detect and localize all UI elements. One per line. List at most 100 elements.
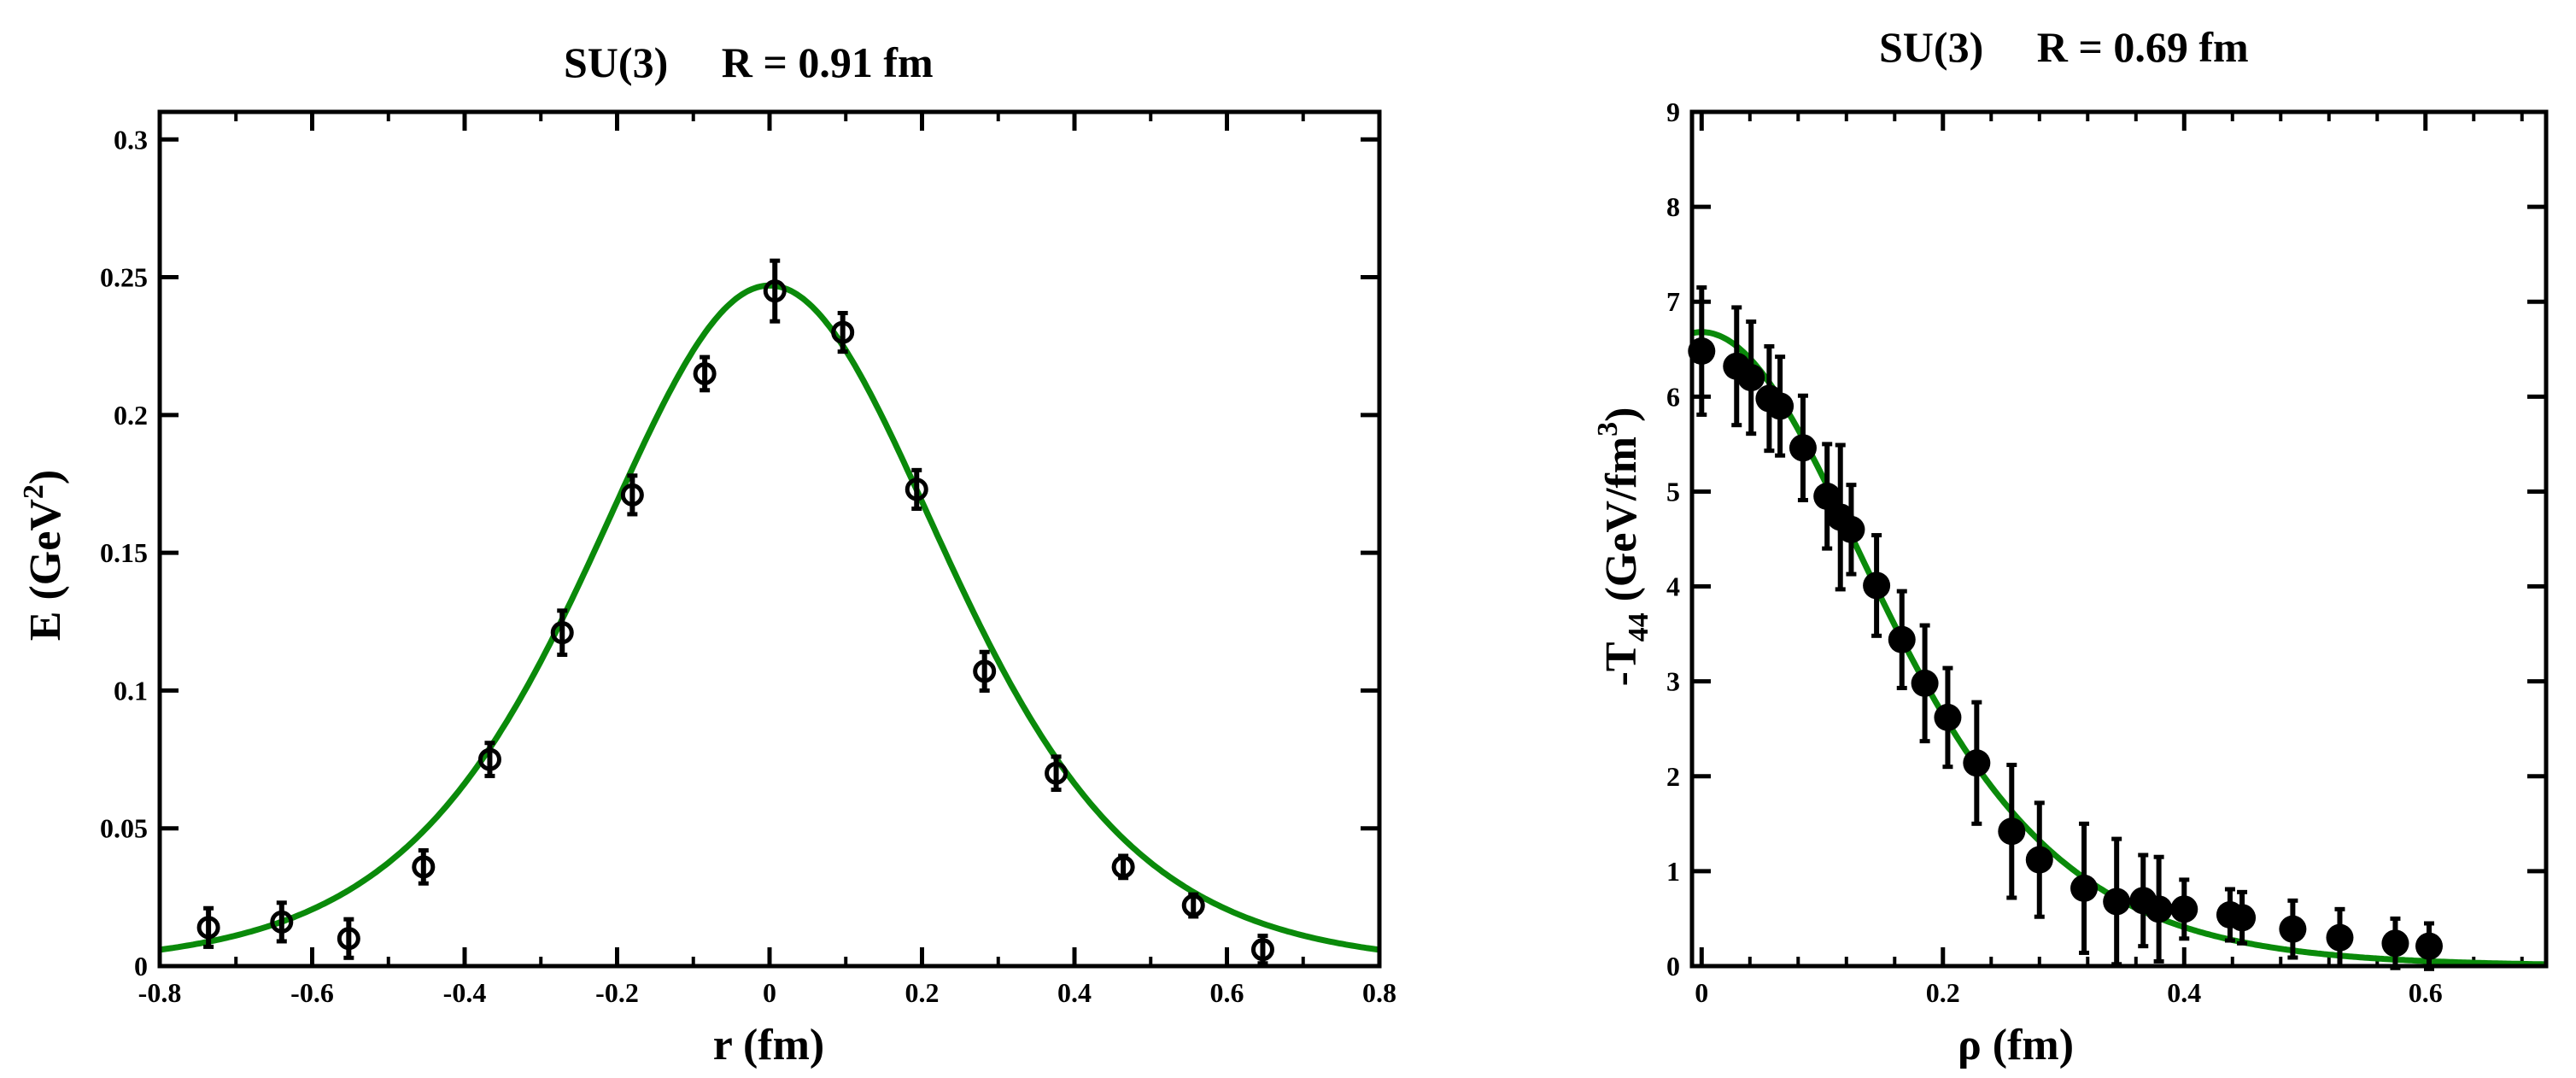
left-x-tick-label: -0.4: [443, 977, 487, 1008]
right-y-tick-label: 4: [1666, 571, 1680, 602]
left-title-su3: SU(3): [564, 38, 668, 86]
left-open-circle-marker: [905, 477, 928, 501]
right-data-point: [2070, 821, 2099, 955]
right-filled-circle-marker: [2326, 923, 2354, 952]
right-x-axis-label: ρ (fm): [1958, 1021, 2074, 1069]
right-data-point: [2279, 898, 2307, 960]
left-x-tick-label: 0.6: [1210, 977, 1244, 1008]
left-marks: [159, 258, 1380, 966]
right-data-point: [1998, 762, 2026, 900]
left-ticks: -0.8 -0.6 -0.4 -0.2 0 0.2 0.4 0.6 0.8 0 0.05 0.1 0.1…: [100, 112, 1396, 1008]
left-data-point: [905, 467, 928, 512]
left-x-axis-label: r (fm): [713, 1021, 824, 1069]
right-y-label-sub: 44: [1623, 612, 1654, 642]
left-data-point: [620, 473, 644, 517]
left-open-circle-marker: [196, 916, 220, 940]
left-y-tick-label: 0: [134, 951, 148, 981]
left-open-circle-marker: [550, 621, 574, 645]
right-filled-circle-marker: [1863, 571, 1891, 600]
right-y-tick-label: 0: [1666, 951, 1680, 981]
right-title-group: SU(3) R = 0.69 fm: [1879, 23, 2249, 71]
left-open-circle-marker: [337, 927, 360, 951]
left-title-group: SU(3) R = 0.91 fm: [564, 38, 934, 86]
right-y-tick-label: 8: [1666, 191, 1680, 222]
right-filled-circle-marker: [1688, 337, 1716, 365]
left-open-circle-marker: [270, 910, 294, 934]
right-filled-circle-marker: [1737, 364, 1765, 392]
right-data-point: [1737, 319, 1765, 436]
left-fit-curve: [159, 282, 1380, 953]
left-open-circle-marker: [1181, 893, 1205, 917]
left-x-tick-label: 0.4: [1057, 977, 1092, 1008]
right-filled-circle-marker: [1813, 483, 1841, 510]
right-data-point: [1863, 533, 1891, 638]
left-y-tick-label: 0.25: [100, 262, 148, 293]
left-data-point: [270, 900, 294, 944]
right-y-label-text: -T: [1597, 642, 1646, 686]
left-open-circle-marker: [412, 855, 436, 879]
right-filled-circle-marker: [1888, 625, 1916, 653]
left-data-point: [477, 741, 501, 778]
right-data-point: [1688, 285, 1716, 417]
left-data-point: [550, 608, 574, 657]
right-data-point: [2025, 800, 2053, 919]
left-data-point: [693, 354, 717, 393]
right-marks: [1688, 285, 2546, 971]
left-open-circle-marker: [831, 320, 855, 344]
right-filled-circle-marker: [1963, 749, 1991, 777]
right-y-label-sup: 3: [1592, 422, 1624, 436]
right-data-point: [2103, 836, 2131, 967]
right-data-point: [2170, 877, 2198, 941]
left-plot-frame: [157, 109, 1382, 969]
right-title-radius: R = 0.69 fm: [2037, 23, 2249, 71]
left-x-tick-label: 0.8: [1362, 977, 1396, 1008]
left-x-tick-label: 0: [763, 977, 776, 1008]
left-data-point: [831, 310, 855, 354]
right-filled-circle-marker: [2170, 895, 2198, 923]
right-y-label-rest: (GeV/fm: [1597, 436, 1646, 612]
left-y-tick-label: 0.3: [114, 124, 148, 155]
left-y-tick-label: 0.2: [114, 400, 148, 431]
right-filled-circle-marker: [1934, 703, 1962, 731]
left-open-circle-marker: [477, 747, 501, 771]
left-y-axis-label: E (GeV2): [18, 470, 70, 641]
left-data-point: [973, 649, 997, 693]
left-data-point: [412, 848, 436, 886]
right-plot-frame: [1689, 109, 2549, 969]
right-y-tick-label: 7: [1666, 286, 1680, 317]
left-title-radius: R = 0.91 fm: [722, 38, 934, 86]
right-data-point: [2145, 854, 2173, 964]
left-open-circle-marker: [1111, 855, 1135, 879]
right-data-point: [1911, 623, 1939, 744]
right-data-point: [2228, 889, 2257, 946]
right-data-point: [2415, 921, 2443, 971]
right-title-su3: SU(3): [1879, 23, 1983, 71]
right-y-tick-label: 2: [1666, 761, 1680, 792]
left-y-tick-label: 0.05: [100, 813, 148, 844]
left-panel: SU(3) R = 0.91 fm r (fm) E (GeV2) -0.8 -0…: [18, 38, 1396, 1069]
right-data-point: [1813, 442, 1841, 551]
left-open-circle-marker: [763, 279, 787, 303]
right-y-axis-label: -T44 (GeV/fm3): [1592, 407, 1654, 687]
left-x-tick-label: -0.6: [290, 977, 334, 1008]
left-x-tick-label: 0.2: [905, 977, 940, 1008]
left-data-point: [1181, 892, 1205, 919]
left-open-circle-marker: [973, 659, 997, 683]
right-x-tick-label: 0.6: [2409, 977, 2443, 1008]
right-filled-circle-marker: [2415, 932, 2443, 960]
right-y-tick-label: 3: [1666, 666, 1680, 697]
left-data-point: [763, 258, 787, 324]
right-y-tick-label: 6: [1666, 381, 1680, 412]
left-open-circle-marker: [620, 483, 644, 507]
right-panel: SU(3) R = 0.69 fm ρ (fm) -T44 (GeV/fm3) …: [1592, 23, 2549, 1069]
left-data-point: [337, 917, 360, 960]
right-x-tick-label: 0: [1695, 977, 1708, 1008]
left-x-tick-label: -0.2: [595, 977, 639, 1008]
right-x-tick-label: 0.2: [1926, 977, 1960, 1008]
right-filled-circle-marker: [2381, 929, 2409, 958]
left-y-label-close: ): [21, 470, 70, 484]
right-filled-circle-marker: [2228, 904, 2257, 932]
left-open-circle-marker: [693, 361, 717, 385]
right-filled-circle-marker: [1766, 392, 1794, 420]
